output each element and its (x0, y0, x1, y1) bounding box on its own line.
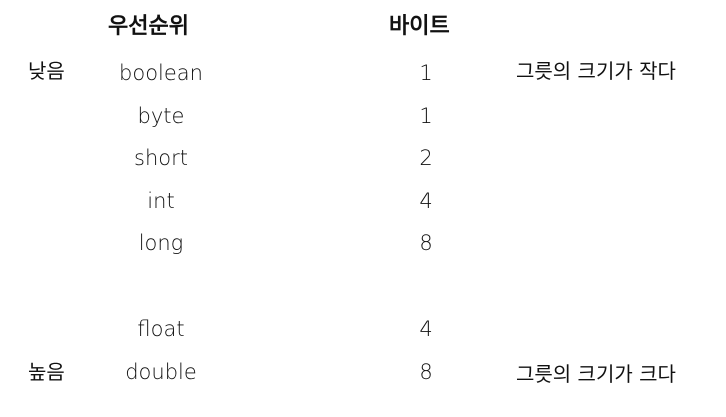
label-low: 낮음 (28, 59, 65, 83)
note-small-container: 그릇의 크기가 작다 (516, 59, 676, 83)
bytes-long: 8 (419, 231, 433, 255)
bytes-float: 4 (419, 317, 433, 341)
label-high: 높음 (28, 360, 65, 384)
type-byte: byte (137, 104, 185, 128)
type-long: long (138, 231, 184, 255)
type-short: short (134, 146, 188, 170)
type-int: int (147, 189, 175, 213)
header-bytes: 바이트 (389, 14, 450, 39)
type-boolean: boolean (119, 61, 203, 85)
type-double: double (125, 360, 197, 384)
bytes-byte: 1 (419, 104, 433, 128)
header-priority: 우선순위 (108, 14, 189, 39)
bytes-int: 4 (419, 189, 433, 213)
bytes-boolean: 1 (419, 61, 433, 85)
bytes-short: 2 (419, 146, 433, 170)
note-big-container: 그릇의 크기가 크다 (516, 362, 676, 386)
type-float: float (137, 317, 185, 341)
bytes-double: 8 (419, 360, 433, 384)
